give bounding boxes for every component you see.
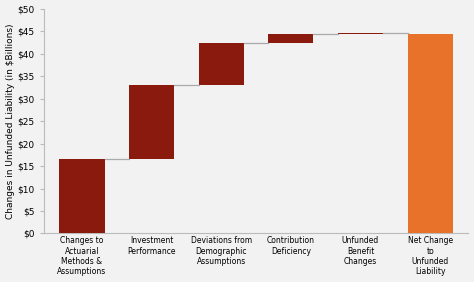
- Y-axis label: Changes in Unfunded Liability (in $Billions): Changes in Unfunded Liability (in $Billi…: [6, 23, 15, 219]
- Bar: [129, 85, 174, 158]
- Bar: [268, 34, 313, 43]
- Bar: [338, 33, 383, 34]
- Bar: [199, 43, 244, 85]
- Bar: [59, 158, 105, 233]
- Bar: [408, 34, 453, 233]
